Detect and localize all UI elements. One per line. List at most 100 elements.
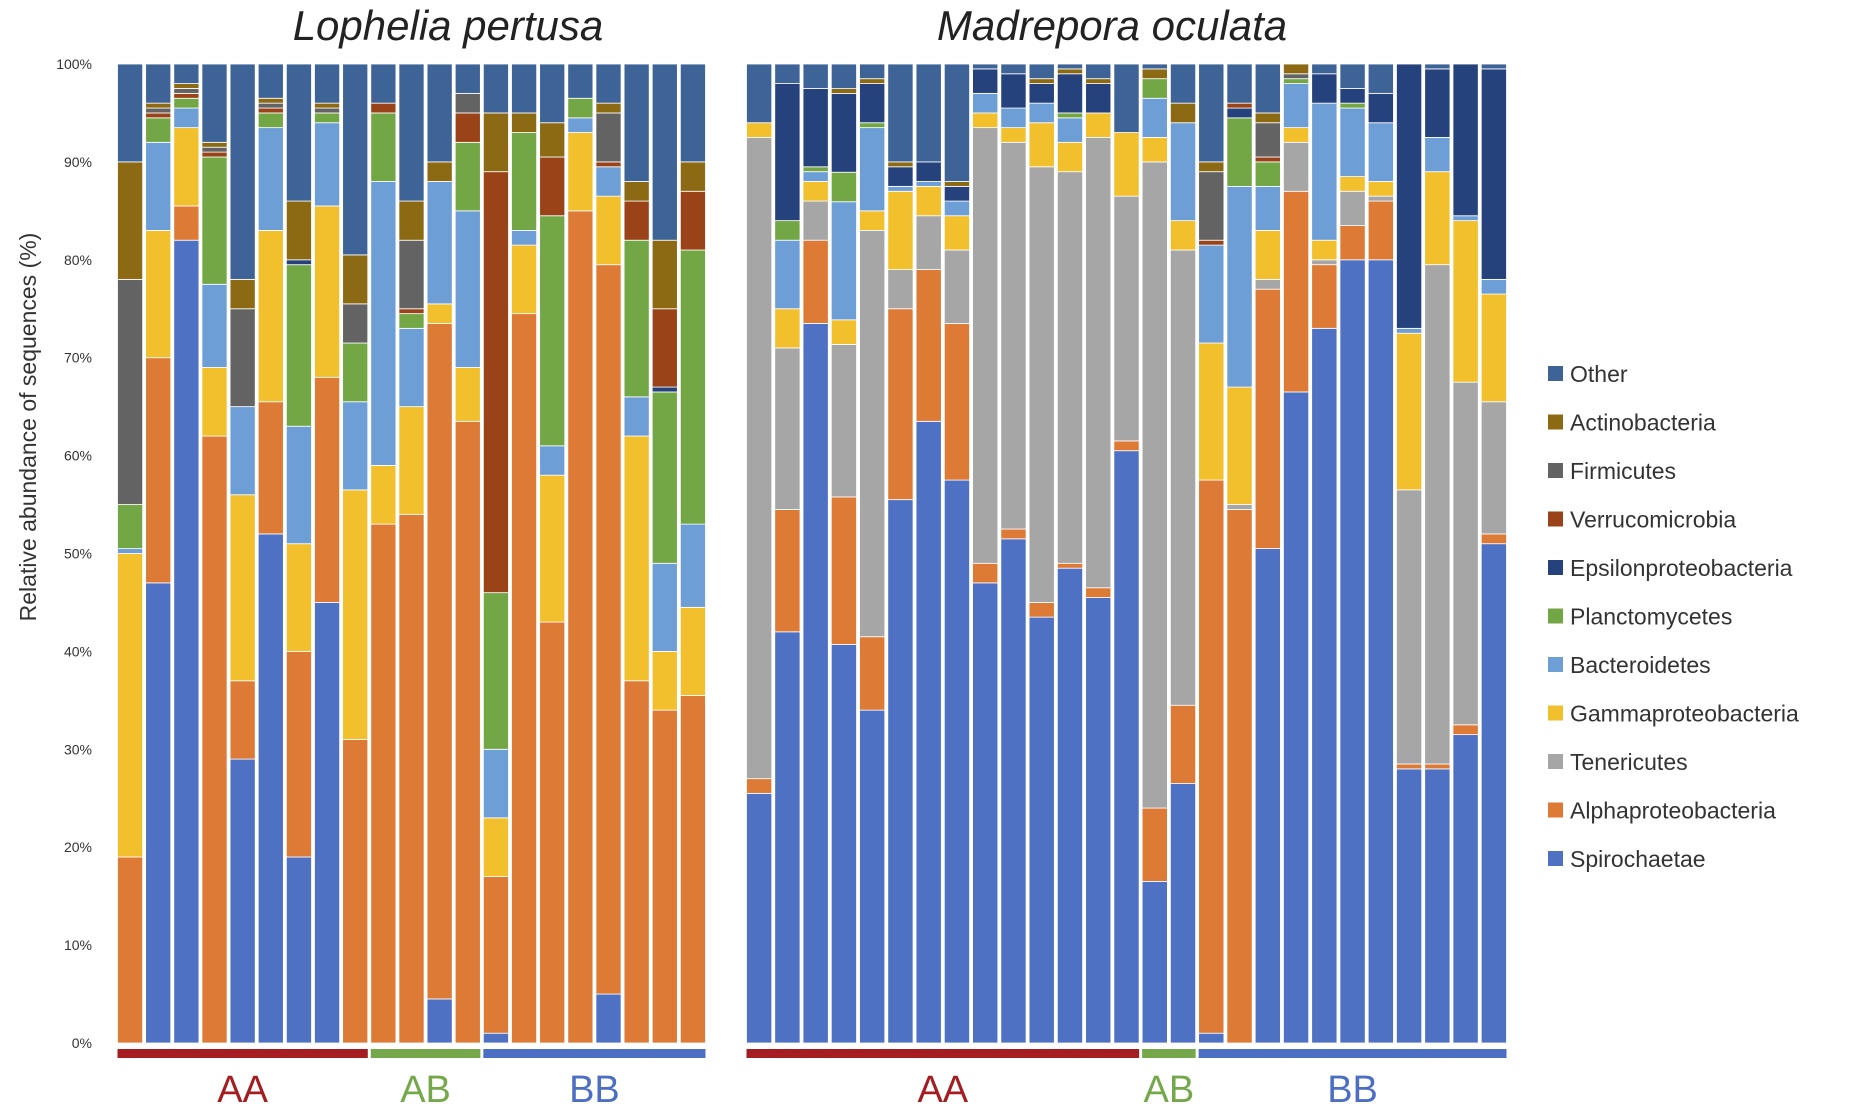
panel-2-bars	[745, 63, 1508, 1044]
segment-planctomycetes	[398, 313, 425, 329]
segment-spirochaetae	[1198, 1032, 1225, 1044]
segment-gammaproteobacteria	[426, 303, 453, 324]
segment-bacteroidetes	[229, 406, 256, 496]
legend-label: Firmicutes	[1570, 458, 1676, 484]
segment-planctomycetes	[567, 97, 594, 119]
segment-actinobacteria	[623, 181, 650, 202]
segment-tenericutes	[1480, 401, 1507, 535]
group-bar-aa	[746, 1049, 1140, 1058]
legend-label: Bacteroidetes	[1570, 652, 1711, 678]
segment-alphaproteobacteria	[539, 621, 566, 1044]
segment-gammaproteobacteria	[1141, 137, 1168, 163]
panel-2-bar-8	[943, 63, 970, 1044]
segment-planctomycetes	[1283, 78, 1310, 84]
segment-alphaproteobacteria	[1141, 807, 1168, 882]
panel-2-bar-7	[915, 63, 942, 1044]
segment-epsilonproteobacteria	[1424, 68, 1451, 138]
segment-gammaproteobacteria	[1226, 386, 1253, 505]
panel-2-bar-6	[887, 63, 914, 1044]
segment-alphaproteobacteria	[1367, 200, 1394, 261]
segment-bacteroidetes	[1169, 122, 1197, 222]
legend-label: Actinobacteria	[1570, 410, 1716, 436]
segment-verrucomicrobia	[398, 308, 425, 315]
segment-gammaproteobacteria	[342, 489, 369, 740]
segment-gammaproteobacteria	[454, 367, 481, 422]
segment-gammaproteobacteria	[117, 553, 144, 858]
segment-tenericutes	[1283, 141, 1310, 192]
segment-alphaproteobacteria	[1254, 288, 1281, 550]
group-bar-bb	[1198, 1049, 1507, 1058]
segment-other	[623, 63, 650, 182]
segment-other	[1000, 63, 1027, 75]
segment-tenericutes	[1113, 195, 1140, 442]
y-tick-label: 40%	[64, 643, 92, 659]
panel-2-bar-11	[1028, 63, 1055, 1044]
segment-spirochaetae	[774, 631, 801, 1044]
segment-firmicutes	[314, 107, 341, 114]
legend-label: Planctomycetes	[1570, 604, 1732, 630]
segment-spirochaetae	[1480, 543, 1507, 1044]
panel-1-bar-1	[117, 63, 144, 1044]
segment-epsilonproteobacteria	[887, 166, 914, 187]
segment-actinobacteria	[229, 278, 256, 310]
legend-swatch	[1548, 754, 1563, 769]
legend-item-tenericutes: Tenericutes	[1548, 749, 1688, 775]
segment-epsilonproteobacteria	[915, 161, 942, 182]
segment-epsilonproteobacteria	[1452, 63, 1479, 217]
segment-epsilonproteobacteria	[1480, 68, 1507, 280]
segment-epsilonproteobacteria	[651, 386, 678, 393]
panel-1-bar-8	[314, 63, 341, 1044]
panel-2-bar-27	[1480, 63, 1507, 1044]
segment-bacteroidetes	[1028, 102, 1055, 124]
segment-spirochaetae	[1085, 597, 1112, 1044]
segment-other	[145, 63, 172, 104]
segment-planctomycetes	[145, 117, 172, 143]
segment-gammaproteobacteria	[1254, 230, 1281, 280]
panel-2-bar-21	[1311, 63, 1338, 1044]
segment-gammaproteobacteria	[746, 122, 773, 138]
segment-spirochaetae	[1113, 450, 1140, 1044]
segment-actinobacteria	[651, 239, 678, 310]
panel-1-group-bars: AA AB BB	[117, 1049, 706, 1111]
segment-spirochaetae	[1283, 391, 1310, 1044]
segment-tenericutes	[1396, 489, 1423, 765]
segment-alphaproteobacteria	[1056, 562, 1084, 569]
legend-label: Alphaproteobacteria	[1570, 798, 1776, 824]
panel-2-group-bars: AA AB BB	[746, 1049, 1507, 1111]
segment-gammaproteobacteria	[1056, 141, 1084, 173]
segment-spirochaetae	[1452, 734, 1479, 1044]
segment-actinobacteria	[285, 200, 312, 261]
y-tick-label: 90%	[64, 154, 92, 170]
segment-alphaproteobacteria	[1085, 587, 1112, 598]
segment-bacteroidetes	[117, 548, 144, 554]
segment-gammaproteobacteria	[1198, 342, 1225, 481]
group-bar-bb	[483, 1049, 706, 1058]
segment-actinobacteria	[1056, 68, 1084, 75]
segment-planctomycetes	[117, 504, 144, 550]
segment-alphaproteobacteria	[595, 264, 622, 995]
segment-alphaproteobacteria	[370, 523, 397, 1044]
segment-verrucomicrobia	[145, 112, 172, 119]
segment-epsilonproteobacteria	[1056, 73, 1084, 114]
segment-bacteroidetes	[454, 210, 481, 368]
segment-other	[1226, 63, 1253, 104]
legend-label: Gammaproteobacteria	[1570, 701, 1799, 727]
segment-actinobacteria	[511, 112, 538, 133]
segment-alphaproteobacteria	[285, 651, 312, 858]
segment-spirochaetae	[943, 479, 970, 1044]
segment-bacteroidetes	[1311, 102, 1338, 241]
segment-firmicutes	[398, 239, 425, 310]
panel-2-bar-12	[1056, 63, 1084, 1044]
segment-actinobacteria	[1254, 112, 1281, 124]
segment-tenericutes	[1367, 195, 1394, 202]
segment-gammaproteobacteria	[679, 606, 706, 696]
segment-alphaproteobacteria	[1339, 225, 1366, 261]
panel-1-bar-16	[539, 63, 566, 1044]
segment-other	[567, 63, 594, 99]
segment-bacteroidetes	[1480, 278, 1507, 295]
y-axis-label: Relative abundance of sequences (%)	[15, 233, 41, 622]
segment-tenericutes	[746, 137, 773, 780]
segment-actinobacteria	[314, 102, 341, 109]
segment-other	[511, 63, 538, 114]
segment-other	[1028, 63, 1055, 80]
